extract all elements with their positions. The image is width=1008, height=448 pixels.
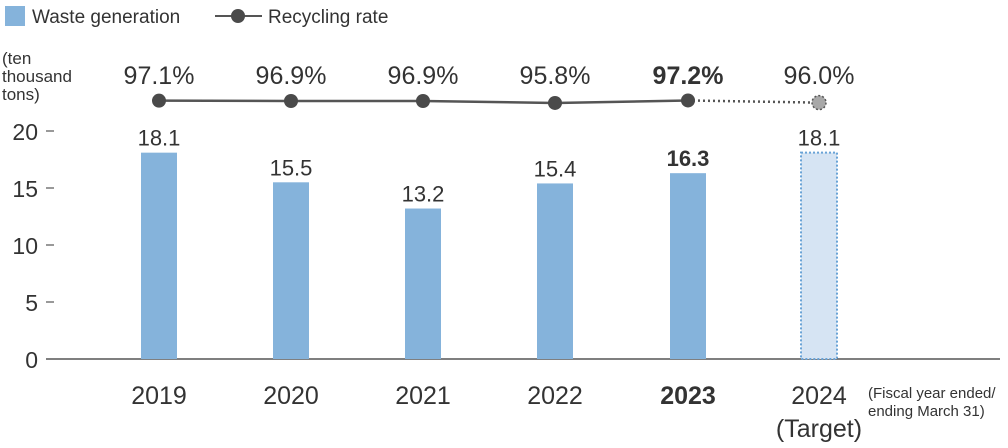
rate-marker — [416, 94, 430, 108]
rate-line-segment — [554, 99, 689, 105]
rate-marker-target — [811, 94, 827, 111]
x-category-sublabel: (Target) — [776, 415, 862, 443]
bar-value-label: 13.2 — [402, 182, 445, 207]
x-category-label: 2019 — [131, 382, 187, 410]
fiscal-year-footnote-line: ending March 31) — [868, 403, 985, 420]
rate-line-segment — [422, 99, 556, 105]
rate-value-label: 95.8% — [520, 62, 591, 90]
bar-waste-target — [800, 151, 838, 360]
legend-rate-marker — [231, 9, 245, 23]
x-category-label: 2024 — [791, 382, 847, 410]
y-axis-unit-label-line: (ten — [2, 49, 31, 68]
rate-marker — [152, 93, 166, 108]
bar-value-label: 18.1 — [798, 126, 841, 151]
bar-value-label: 16.3 — [667, 146, 710, 171]
x-category-label: 2021 — [395, 382, 451, 410]
rate-value-label: 97.2% — [653, 62, 724, 90]
rate-value-label: 96.9% — [256, 62, 327, 90]
rate-marker — [284, 94, 298, 108]
rate-value-label: 97.1% — [124, 62, 195, 90]
x-category-label: 2022 — [527, 382, 583, 410]
bar-waste — [141, 152, 177, 359]
fiscal-year-footnote-line: (Fiscal year ended/ — [868, 385, 996, 402]
y-tick-label: 15 — [12, 176, 38, 202]
rate-marker — [548, 95, 562, 110]
legend-rate-label: Recycling rate — [268, 7, 388, 28]
y-tick-label: 10 — [12, 233, 38, 259]
rate-marker — [681, 93, 695, 108]
y-axis-unit-label-line: tons) — [2, 85, 40, 104]
legend-waste-swatch — [5, 6, 25, 26]
x-category-label: 2023 — [660, 382, 716, 410]
y-tick-label: 20 — [12, 119, 38, 145]
bar-value-label: 15.4 — [534, 156, 577, 181]
bar-waste — [273, 182, 309, 359]
rate-value-label: 96.9% — [388, 62, 459, 90]
bar-value-label: 18.1 — [138, 126, 181, 151]
bar-waste — [405, 208, 441, 359]
y-axis-unit-label-line: thousand — [2, 67, 72, 86]
bar-waste — [537, 183, 573, 359]
x-category-label: 2020 — [263, 382, 319, 410]
bar-waste — [670, 173, 706, 359]
rate-value-label: 96.0% — [784, 62, 855, 90]
rate-line-segment-target — [687, 99, 820, 104]
y-tick-label: 0 — [25, 347, 38, 373]
y-tick-label: 5 — [25, 290, 38, 316]
bar-value-label: 15.5 — [270, 155, 313, 180]
legend-waste-label: Waste generation — [32, 7, 180, 28]
